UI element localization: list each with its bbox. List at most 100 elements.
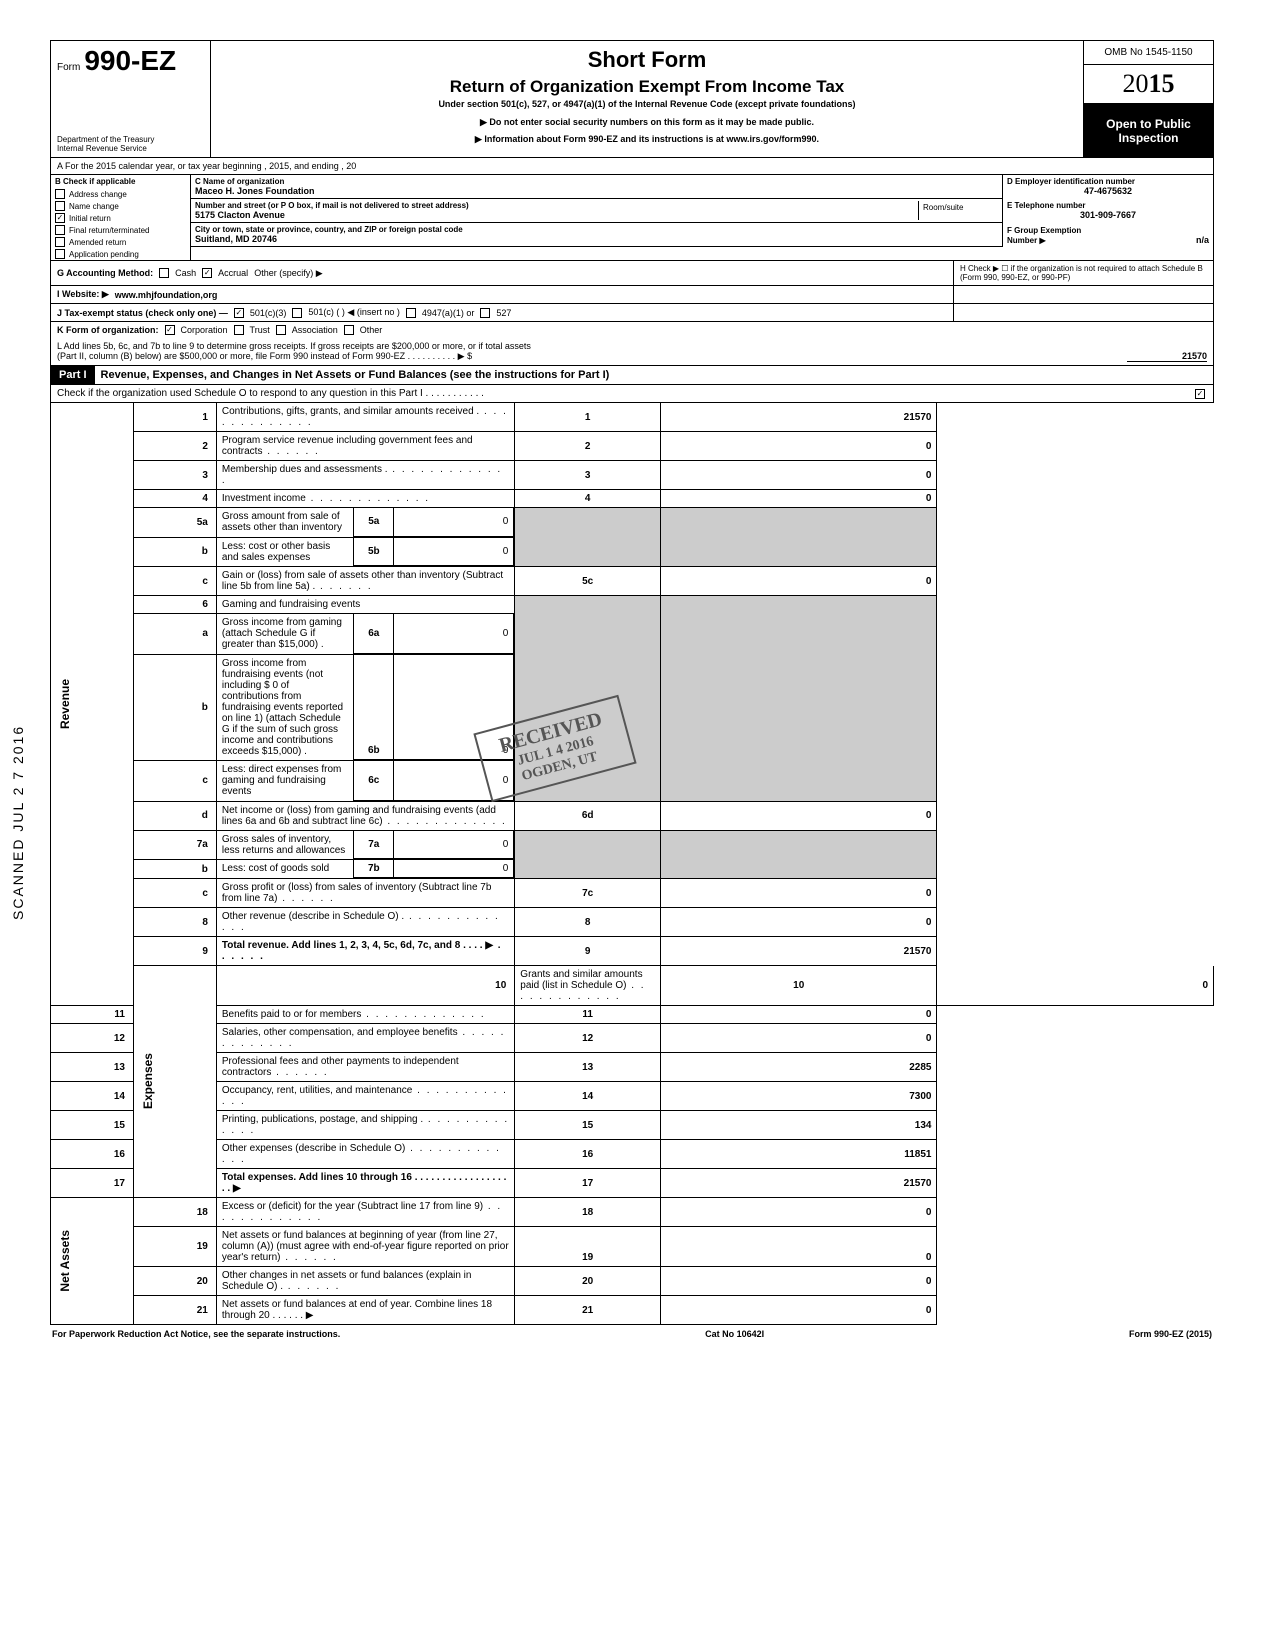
- rn10: 10: [661, 966, 937, 1006]
- rn19: 19: [515, 1227, 661, 1267]
- row-j-tax-exempt: J Tax-exempt status (check only one) — ✓…: [50, 304, 1214, 322]
- chk-amended[interactable]: [55, 237, 65, 247]
- n1: 1: [133, 403, 216, 432]
- part1-title: Revenue, Expenses, and Changes in Net As…: [95, 366, 1213, 384]
- col-b-checkboxes: B Check if applicable Address change Nam…: [51, 175, 191, 260]
- cell-address: Number and street (or P O box, if mail i…: [191, 199, 1003, 223]
- d19: Net assets or fund balances at beginning…: [216, 1227, 514, 1267]
- d20: Other changes in net assets or fund bala…: [216, 1267, 514, 1296]
- chk-association[interactable]: [276, 325, 286, 335]
- sn6c: 6c: [354, 761, 394, 800]
- rv15: 134: [661, 1111, 937, 1140]
- val-city: Suitland, MD 20746: [195, 234, 998, 244]
- sv5a: 0: [394, 508, 514, 536]
- lbl-group-exempt: F Group Exemption: [1007, 226, 1081, 235]
- d4: Investment income: [216, 490, 514, 508]
- chk-527[interactable]: [480, 308, 490, 318]
- d3: Membership dues and assessments .: [216, 461, 514, 490]
- chk-name-change[interactable]: [55, 201, 65, 211]
- footer: For Paperwork Reduction Act Notice, see …: [50, 1325, 1214, 1343]
- rn17: 17: [515, 1169, 661, 1198]
- rn4: 4: [515, 490, 661, 508]
- sn6a: 6a: [354, 614, 394, 653]
- n20: 20: [133, 1267, 216, 1296]
- subtitle: Return of Organization Exempt From Incom…: [219, 77, 1075, 97]
- rv5c: 0: [661, 567, 937, 596]
- chk-other-org[interactable]: [344, 325, 354, 335]
- chk-accrual[interactable]: ✓: [202, 268, 212, 278]
- val-website: www.mhjfoundation,org: [115, 290, 218, 300]
- chk-4947[interactable]: [406, 308, 416, 318]
- rv1: 21570: [661, 403, 937, 432]
- lbl-ein: D Employer identification number: [1007, 177, 1209, 186]
- rn20: 20: [515, 1267, 661, 1296]
- n6: 6: [133, 596, 216, 614]
- header-left: Form 990-EZ Department of the Treasury I…: [51, 41, 211, 157]
- lbl-final-return: Final return/terminated: [69, 226, 149, 235]
- sn5a: 5a: [354, 508, 394, 536]
- n19: 19: [133, 1227, 216, 1267]
- chk-501c3[interactable]: ✓: [234, 308, 244, 318]
- lbl-501c3: 501(c)(3): [250, 308, 287, 318]
- lbl-amended: Amended return: [69, 238, 126, 247]
- part1-check-row: Check if the organization used Schedule …: [50, 385, 1214, 403]
- chk-final-return[interactable]: [55, 225, 65, 235]
- n9: 9: [133, 937, 216, 966]
- col-b-header: B Check if applicable: [51, 175, 190, 188]
- chk-corporation[interactable]: ✓: [165, 325, 175, 335]
- d10: Grants and similar amounts paid (list in…: [515, 966, 661, 1006]
- d9-wrap: Total revenue. Add lines 1, 2, 3, 4, 5c,…: [216, 937, 514, 966]
- dept-line1: Department of the Treasury: [57, 135, 204, 144]
- rv14: 7300: [661, 1082, 937, 1111]
- chk-initial-return[interactable]: ✓: [55, 213, 65, 223]
- val-address: 5175 Clacton Avenue: [195, 210, 918, 220]
- row-g-accounting: G Accounting Method: Cash ✓Accrual Other…: [51, 261, 953, 285]
- lbl-trust: Trust: [250, 325, 270, 335]
- n5b: b: [133, 537, 216, 567]
- header-center: Short Form Return of Organization Exempt…: [211, 41, 1083, 157]
- lines-table: Revenue 1 Contributions, gifts, grants, …: [50, 403, 1214, 1325]
- n6a: a: [133, 614, 216, 655]
- row-k-form-org: K Form of organization: ✓Corporation Tru…: [50, 322, 1214, 338]
- d6b: Gross income from fundraising events (no…: [217, 655, 354, 760]
- cell-ein: D Employer identification number 47-4675…: [1003, 175, 1213, 199]
- d21: Net assets or fund balances at end of ye…: [216, 1296, 514, 1325]
- lbl-4947: 4947(a)(1) or: [422, 308, 475, 318]
- chk-trust[interactable]: [234, 325, 244, 335]
- chk-address-change[interactable]: [55, 189, 65, 199]
- header-right: OMB No 1545-1150 2015 Open to Public Ins…: [1083, 41, 1213, 157]
- part1-check-text: Check if the organization used Schedule …: [51, 385, 1195, 402]
- val-group-exempt: n/a: [1196, 235, 1209, 245]
- lbl-accrual: Accrual: [218, 268, 248, 278]
- col-cd: C Name of organization Maceo H. Jones Fo…: [191, 175, 1213, 260]
- sv6b: 0: [394, 655, 514, 760]
- lbl-accounting: G Accounting Method:: [57, 268, 153, 278]
- rv8: 0: [661, 908, 937, 937]
- rv7c: 0: [661, 879, 937, 908]
- open-line1: Open to Public: [1088, 117, 1209, 131]
- sn7a: 7a: [354, 831, 394, 859]
- d2: Program service revenue including govern…: [216, 432, 514, 461]
- rn9: 9: [515, 937, 661, 966]
- n17: 17: [51, 1169, 134, 1198]
- d6d: Net income or (loss) from gaming and fun…: [216, 801, 514, 830]
- chk-app-pending[interactable]: [55, 249, 65, 259]
- d6a: Gross income from gaming (attach Schedul…: [217, 614, 354, 653]
- chk-501c[interactable]: [292, 308, 302, 318]
- d9: Total revenue. Add lines 1, 2, 3, 4, 5c,…: [222, 940, 460, 951]
- rn21: 21: [515, 1296, 661, 1325]
- n10: 10: [216, 966, 514, 1006]
- lbl-telephone: E Telephone number: [1007, 201, 1209, 210]
- row-l-gross-receipts: L Add lines 5b, 6c, and 7b to line 9 to …: [50, 338, 1214, 366]
- lbl-group-number: Number ▶: [1007, 236, 1046, 245]
- val-telephone: 301-909-7667: [1007, 210, 1209, 220]
- chk-schedule-o[interactable]: ✓: [1195, 389, 1205, 399]
- chk-cash[interactable]: [159, 268, 169, 278]
- n11: 11: [51, 1006, 134, 1024]
- sn5b: 5b: [354, 538, 394, 566]
- rv20: 0: [661, 1267, 937, 1296]
- rn13: 13: [515, 1053, 661, 1082]
- n4: 4: [133, 490, 216, 508]
- rn1: 1: [515, 403, 661, 432]
- part1-label: Part I: [51, 366, 95, 384]
